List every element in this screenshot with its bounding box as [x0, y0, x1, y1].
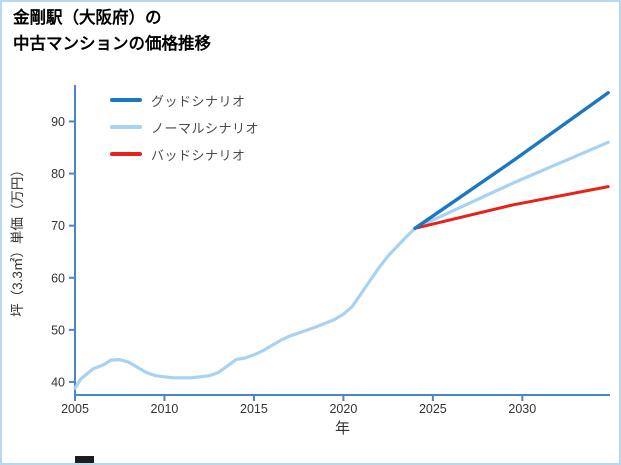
legend-label-bad-scenario: バッドシナリオ	[151, 147, 246, 163]
legend-label-normal-scenario: ノーマルシナリオ	[151, 120, 260, 136]
legend-swatch-normal-scenario	[110, 125, 142, 129]
chart-title-line2: 中古マンションの価格推移	[13, 34, 211, 53]
chart-title: 金剛駅（大阪府）の中古マンションの価格推移	[13, 6, 211, 57]
bad-scenario-line	[413, 185, 610, 230]
y-tick-label: 40	[51, 375, 65, 389]
historical-price-line	[73, 226, 417, 390]
y-tick-label: 60	[51, 271, 65, 285]
legend-swatch-bad-scenario	[110, 152, 142, 156]
legend-item-good-scenario: グッドシナリオ	[110, 91, 259, 109]
logo-fragment	[75, 456, 94, 463]
x-axis-label: 年	[335, 420, 350, 437]
legend-item-normal-scenario: ノーマルシナリオ	[110, 118, 259, 136]
y-tick-label: 90	[51, 115, 65, 129]
y-axis-label: 坪（3.3㎡）単価（万円）	[10, 163, 25, 317]
x-tick-label: 2020	[329, 402, 357, 416]
good-scenario-line	[413, 91, 610, 231]
x-tick-label: 2005	[61, 402, 89, 416]
legend-swatch-good-scenario	[110, 98, 142, 102]
x-tick-label: 2030	[508, 402, 536, 416]
y-tick-label: 50	[51, 323, 65, 337]
y-tick-label: 80	[51, 167, 65, 181]
chart-title-line1: 金剛駅（大阪府）の	[13, 9, 162, 27]
x-tick-label: 2015	[240, 402, 268, 416]
normal-scenario-line	[413, 140, 610, 230]
y-tick-label: 70	[51, 219, 65, 233]
legend-label-good-scenario: グッドシナリオ	[151, 93, 246, 109]
x-tick-label: 2025	[419, 402, 447, 416]
chart-legend: グッドシナリオ ノーマルシナリオ バッドシナリオ	[110, 91, 259, 163]
legend-item-bad-scenario: バッドシナリオ	[110, 145, 259, 163]
x-tick-label: 2010	[151, 402, 179, 416]
